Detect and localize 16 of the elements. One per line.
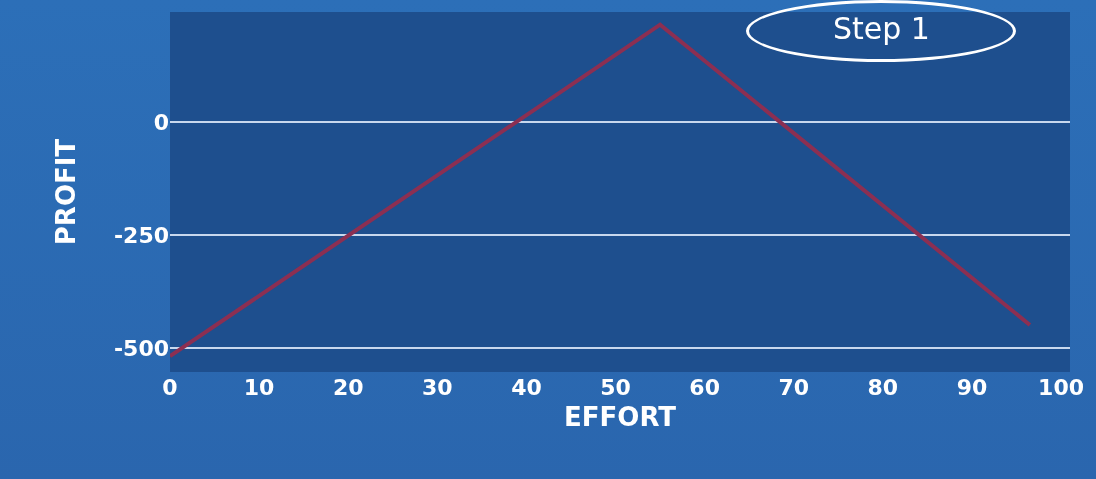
x-tick-label: 90 <box>956 375 988 400</box>
x-axis-title: EFFORT <box>564 401 677 432</box>
y-axis-title: PROFIT <box>51 138 82 246</box>
x-tick-label: 20 <box>332 375 364 400</box>
y-tick-label: -500 <box>113 335 169 361</box>
x-tick-label: 30 <box>422 375 453 400</box>
x-tick-label: 70 <box>778 375 810 400</box>
x-tick-label: 80 <box>867 375 899 400</box>
x-tick-label: 100 <box>1038 375 1085 400</box>
x-tick-label: 40 <box>511 375 542 400</box>
annotation: Step 1 <box>833 11 930 46</box>
y-tick-label: -250 <box>113 222 169 248</box>
x-tick-label: 10 <box>243 375 275 400</box>
x-tick-label: 60 <box>689 375 720 400</box>
x-tick-label: 50 <box>600 375 631 400</box>
y-tick-label: 0 <box>153 109 169 135</box>
